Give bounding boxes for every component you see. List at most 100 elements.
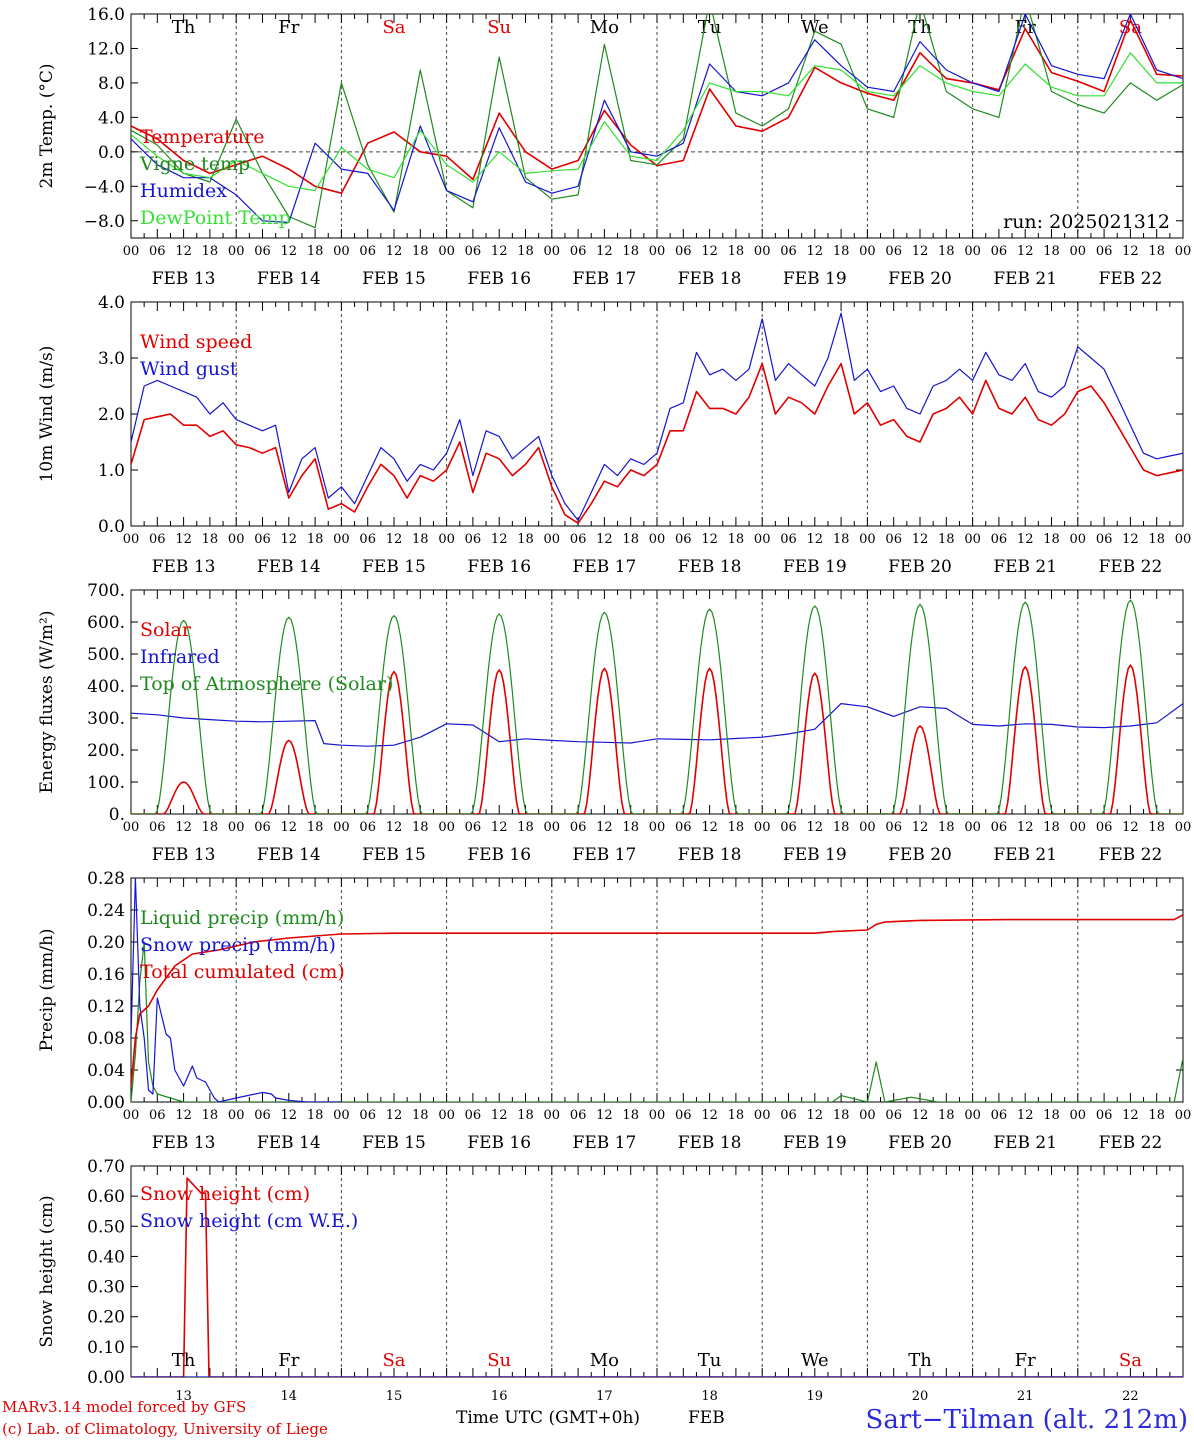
hour-label: 00: [1070, 244, 1087, 259]
hour-label: 06: [254, 532, 271, 547]
hour-label: 00: [1070, 532, 1087, 547]
hour-label: 00: [859, 1108, 876, 1123]
y-tick-label: 0.20: [87, 1308, 125, 1328]
hour-label: 06: [1096, 244, 1113, 259]
y-axis-label: Precip (mm/h): [37, 928, 57, 1051]
hour-label: 12: [807, 532, 824, 547]
hour-label: 12: [386, 532, 403, 547]
series-line-red: [131, 362, 1183, 525]
hour-label: 12: [1122, 244, 1139, 259]
hour-label: 12: [912, 244, 929, 259]
hour-label: 06: [359, 244, 376, 259]
hour-label: 00: [333, 532, 350, 547]
day-number-label: 15: [386, 1389, 403, 1404]
hour-label: 12: [1122, 820, 1139, 835]
hour-label: 00: [754, 532, 771, 547]
y-tick-label: 0.24: [87, 901, 125, 921]
chart-panel-4: 0.00 0.04 0.08 0.12 0.16 0.20 0.24 0.28 Precip (…: [37, 869, 1191, 1153]
y-tick-label: 4.0: [98, 108, 125, 128]
date-label: FEB 15: [362, 269, 426, 289]
hour-label: 12: [701, 820, 718, 835]
hour-label: 18: [938, 820, 955, 835]
day-name: Mo: [590, 17, 619, 38]
date-label: FEB 13: [152, 269, 216, 289]
date-label: FEB 15: [362, 845, 426, 865]
lab-credit: (c) Lab. of Climatology, University of L…: [2, 1420, 328, 1438]
y-tick-label: 2.0: [98, 405, 125, 425]
legend-entry: Humidex: [140, 180, 227, 202]
date-label: FEB 14: [257, 1133, 321, 1153]
y-axis-label: Energy fluxes (W/m²): [37, 611, 57, 794]
hour-label: 06: [359, 1108, 376, 1123]
hour-label: 12: [1122, 1108, 1139, 1123]
hour-label: 18: [1148, 532, 1165, 547]
hour-label: 18: [728, 244, 745, 259]
day-number-label: 14: [281, 1389, 298, 1404]
hour-label: 18: [202, 1108, 219, 1123]
hour-label: 18: [622, 244, 639, 259]
day-number-label: 13: [175, 1389, 192, 1404]
hour-label: 00: [544, 532, 561, 547]
y-tick-label: 700.: [87, 581, 125, 601]
date-label: FEB 20: [888, 557, 952, 577]
hour-label: 18: [938, 532, 955, 547]
hour-label: 06: [465, 1108, 482, 1123]
hour-label: 00: [649, 1108, 666, 1123]
legend-entry: Infrared: [140, 646, 220, 668]
hour-label: 18: [622, 1108, 639, 1123]
hour-label: 06: [359, 820, 376, 835]
hour-label: 18: [833, 244, 850, 259]
hour-label: 06: [1096, 532, 1113, 547]
date-label: FEB 21: [993, 845, 1057, 865]
date-label: FEB 17: [573, 1133, 637, 1153]
hour-label: 12: [491, 1108, 508, 1123]
day-name: We: [801, 1350, 829, 1371]
day-name: Fr: [278, 17, 299, 38]
day-name: Su: [487, 1350, 511, 1371]
y-tick-label: 0.10: [87, 1338, 125, 1358]
hour-label: 06: [675, 1108, 692, 1123]
hour-label: 12: [281, 244, 298, 259]
hour-label: 12: [807, 820, 824, 835]
run-label: run: 2025021312: [1003, 211, 1170, 233]
date-label: FEB 13: [152, 1133, 216, 1153]
hour-label: 06: [675, 532, 692, 547]
hour-label: 18: [517, 820, 534, 835]
hour-label: 12: [807, 244, 824, 259]
legend-entry: Snow height (cm W.E.): [140, 1210, 358, 1232]
day-name: Th: [172, 17, 196, 38]
hour-label: 00: [649, 820, 666, 835]
date-label: FEB 16: [467, 1133, 531, 1153]
series-line-red: [131, 19, 1183, 194]
hour-label: 18: [202, 820, 219, 835]
hour-label: 18: [1043, 532, 1060, 547]
hour-label: 00: [228, 532, 245, 547]
station-name: Sart−Tilman (alt. 212m): [866, 1405, 1188, 1435]
hour-label: 00: [1070, 1108, 1087, 1123]
hour-label: 06: [149, 532, 166, 547]
date-label: FEB 21: [993, 557, 1057, 577]
date-label: FEB 13: [152, 557, 216, 577]
model-credit: MARv3.14 model forced by GFS: [2, 1398, 246, 1416]
hour-label: 12: [1017, 532, 1034, 547]
legend-entry: Snow precip (mm/h): [140, 934, 336, 956]
series-line-green: [131, 14, 1183, 229]
date-label: FEB 17: [573, 557, 637, 577]
hour-label: 06: [254, 1108, 271, 1123]
y-tick-label: 16.0: [87, 5, 125, 25]
hour-label: 06: [570, 244, 587, 259]
hour-label: 00: [859, 532, 876, 547]
hour-label: 12: [175, 820, 192, 835]
date-label: FEB 22: [1099, 845, 1163, 865]
date-label: FEB 22: [1099, 557, 1163, 577]
hour-label: 18: [412, 820, 429, 835]
hour-label: 06: [1096, 1108, 1113, 1123]
series-line-red: [131, 664, 1183, 814]
hour-label: 18: [938, 1108, 955, 1123]
series-group: [131, 312, 1183, 525]
hour-label: 18: [412, 532, 429, 547]
hour-label: 12: [281, 532, 298, 547]
hour-label: 12: [175, 532, 192, 547]
month-label: FEB: [688, 1408, 725, 1428]
hour-label: 00: [438, 244, 455, 259]
